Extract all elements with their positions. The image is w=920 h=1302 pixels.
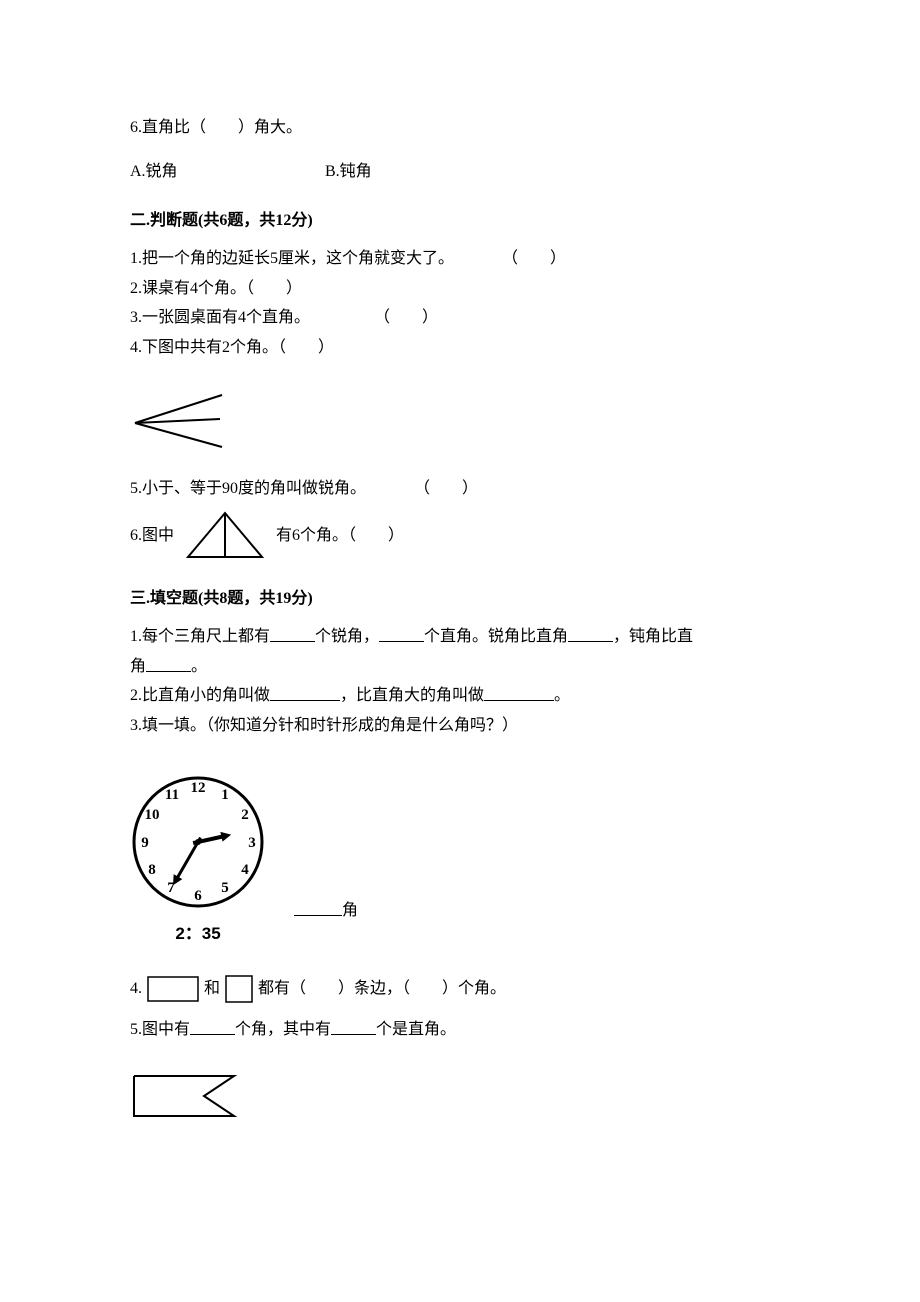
angle-rays-svg — [130, 391, 230, 451]
svg-text:2: 2 — [241, 807, 249, 823]
svg-text:4: 4 — [241, 862, 249, 878]
triangle-split-svg — [180, 509, 270, 561]
blank[interactable] — [484, 685, 554, 701]
s3-q1-p4: ，钝角比直 — [613, 628, 693, 645]
blank[interactable] — [146, 656, 191, 672]
angle-rays-figure — [130, 391, 795, 456]
blank[interactable] — [190, 1019, 235, 1035]
svg-text:9: 9 — [141, 835, 149, 851]
clock-wrap: 12 1 2 3 4 5 6 7 8 9 10 11 — [130, 774, 266, 944]
rect-square-svg — [224, 974, 254, 1004]
rect-long-svg — [146, 975, 200, 1003]
clock-time-label: 2：35 — [130, 919, 266, 944]
svg-text:3: 3 — [248, 835, 256, 851]
rect-square-figure — [224, 974, 254, 1009]
blank[interactable] — [270, 685, 340, 701]
triangle-split-figure — [180, 509, 270, 566]
rect-long-figure — [146, 975, 200, 1008]
s3-q5-p1: 5.图中有 — [130, 1021, 190, 1038]
clock-svg: 12 1 2 3 4 5 6 7 8 9 10 11 — [130, 774, 266, 910]
s3-q2-p3: 。 — [554, 687, 570, 704]
s3-q1-line2: 角。 — [130, 654, 795, 680]
clock-answer: 角 — [294, 896, 358, 944]
s1-q6-choice-a: A.锐角 — [130, 159, 325, 185]
s2-title: 二.判断题(共6题，共12分) — [130, 206, 795, 230]
s2-q1: 1.把一个角的边延长5厘米，这个角就变大了。 （ ） — [130, 246, 795, 272]
s3-q2: 2.比直角小的角叫做 ，比直角大的角叫做 。 — [130, 683, 795, 709]
blank[interactable] — [294, 900, 342, 916]
s3-title: 三.填空题(共8题，共19分) — [130, 584, 795, 608]
s3-q1-line1: 1.每个三角尺上都有 个锐角， 个直角。锐角比直角 ，钝角比直 — [130, 624, 795, 650]
blank[interactable] — [379, 626, 424, 642]
s3-q4-row: 4. 和 都有（ ）条边，（ ）个角。 — [130, 974, 795, 1009]
s3-q3: 3.填一填。（你知道分针和时针形成的角是什么角吗？） — [130, 713, 795, 739]
s2-q4: 4.下图中共有2个角。（ ） — [130, 335, 795, 361]
s3-q5-p2: 个角，其中有 — [235, 1021, 331, 1038]
s3-q1-l2-post: 。 — [191, 658, 207, 675]
svg-text:6: 6 — [194, 888, 202, 904]
svg-text:8: 8 — [148, 862, 156, 878]
s3-q4-p2: 和 — [204, 976, 220, 1002]
s2-q2: 2.课桌有4个角。（ ） — [130, 276, 795, 302]
s2-q3: 3.一张圆桌面有4个直角。 （ ） — [130, 305, 795, 331]
s3-q1-p1: 1.每个三角尺上都有 — [130, 628, 270, 645]
s3-q5-p3: 个是直角。 — [376, 1021, 456, 1038]
s1-q6-text: 6.直角比（ ）角大。 — [130, 115, 795, 141]
flag-figure — [130, 1072, 795, 1125]
svg-text:5: 5 — [221, 880, 229, 896]
s3-q2-p1: 2.比直角小的角叫做 — [130, 687, 270, 704]
s3-q1-p3: 个直角。锐角比直角 — [424, 628, 568, 645]
s2-q5: 5.小于、等于90度的角叫做锐角。 （ ） — [130, 476, 795, 502]
svg-text:11: 11 — [165, 787, 179, 803]
blank[interactable] — [568, 626, 613, 642]
s1-q6-choices: A.锐角 B.钝角 — [130, 159, 795, 189]
s3-q5: 5.图中有 个角，其中有 个是直角。 — [130, 1017, 795, 1043]
s3-q4-p3: 都有（ ）条边，（ ）个角。 — [258, 976, 506, 1002]
worksheet-page: 6.直角比（ ）角大。 A.锐角 B.钝角 二.判断题(共6题，共12分) 1.… — [0, 0, 920, 1125]
svg-text:10: 10 — [145, 807, 160, 823]
s3-q4-p1: 4. — [130, 976, 142, 1002]
svg-text:12: 12 — [191, 780, 206, 796]
s2-q6-post: 有6个角。（ ） — [276, 523, 404, 549]
s3-q1-l2-pre: 角 — [130, 658, 146, 675]
s2-q6-pre: 6.图中 — [130, 523, 174, 549]
s3-q2-p2: ，比直角大的角叫做 — [340, 687, 484, 704]
svg-text:1: 1 — [221, 787, 229, 803]
blank[interactable] — [331, 1019, 376, 1035]
s3-q1-p2: 个锐角， — [315, 628, 379, 645]
s2-q6-row: 6.图中 有6个角。（ ） — [130, 509, 795, 566]
clock-label-text: 角 — [342, 902, 358, 919]
flag-svg — [130, 1072, 240, 1120]
clock-block: 12 1 2 3 4 5 6 7 8 9 10 11 — [130, 774, 795, 944]
s1-q6-choice-b: B.钝角 — [325, 159, 372, 185]
blank[interactable] — [270, 626, 315, 642]
